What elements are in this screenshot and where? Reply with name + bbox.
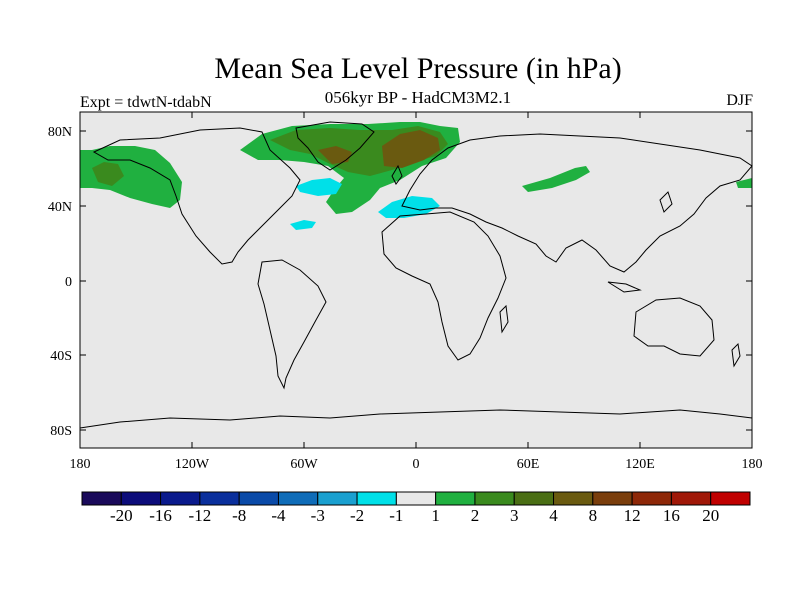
central-asia-positive [522, 166, 590, 192]
colorbar-label: -2 [349, 506, 365, 525]
colorbar-swatch [592, 491, 633, 506]
colorbar-swatch [553, 491, 594, 506]
north-america-coast [92, 127, 301, 265]
greenland-high [318, 146, 352, 164]
south-america-coast [257, 259, 327, 390]
colorbar-label: 4 [549, 506, 558, 525]
colorbar-label: -8 [232, 506, 247, 525]
colorbar-label: 3 [509, 506, 519, 525]
colorbar-swatch [631, 491, 672, 506]
colorbar-swatch [81, 491, 122, 506]
lon-tick-label: 0 [413, 457, 420, 472]
colorbar-swatch [474, 491, 515, 506]
anomaly-shading [80, 122, 752, 230]
lon-tick-label: 60E [517, 457, 540, 472]
lat-tick-label: 40S [50, 349, 72, 364]
lat-tick-label: 40N [48, 200, 72, 215]
colorbar-label: -1 [389, 506, 404, 525]
colorbar-swatch [710, 491, 751, 506]
colorbar-label: 1 [431, 506, 440, 525]
colorbar-label: -20 [109, 506, 133, 525]
colorbar-label: 8 [588, 506, 598, 525]
lon-tick-label: 120W [175, 457, 210, 472]
colorbar-label: -12 [188, 506, 212, 525]
colorbar-label: 2 [470, 506, 480, 525]
eurasia-coast [401, 133, 753, 273]
experiment-label: Expt = tdwtN-tdabN [80, 94, 212, 111]
lon-tick-label: 180 [742, 457, 763, 472]
colorbar-label: -16 [149, 506, 172, 525]
colorbar-swatch [435, 491, 476, 506]
colorbar-swatch [277, 491, 319, 506]
colorbar-swatch [317, 491, 358, 506]
coastlines [79, 121, 753, 429]
colorbar-swatch [395, 491, 437, 506]
japan-coast [659, 191, 673, 213]
colorbar-swatch [160, 491, 201, 506]
lat-tick-label: 0 [65, 275, 72, 290]
lon-tick-label: 120E [625, 457, 655, 472]
africa-coast [381, 211, 507, 361]
colorbar-swatch [356, 491, 397, 506]
dateline-positive [736, 178, 752, 188]
lat-tick-marks [80, 130, 752, 431]
season-label: DJF [726, 92, 753, 109]
north-pacific-positive [80, 146, 182, 208]
colorbar [81, 491, 751, 506]
lat-tick-label: 80S [50, 424, 72, 439]
map-subtitle: 056kyr BP - HadCM3M2.1 [324, 88, 512, 107]
australia-coast [633, 297, 715, 357]
colorbar-swatch [513, 491, 555, 506]
colorbar-label: -4 [271, 506, 286, 525]
colorbar-swatch [199, 491, 240, 506]
north-pacific-mid [92, 162, 124, 186]
greenland-coast [295, 121, 375, 171]
lon-tick-label: 180 [70, 457, 91, 472]
mediterranean-negative [378, 196, 440, 218]
colorbar-swatch [238, 491, 279, 506]
colorbar-swatch [670, 491, 712, 506]
lon-tick-label: 60W [290, 457, 318, 472]
new-zealand-coast [731, 342, 741, 368]
lat-tick-label: 80N [48, 125, 72, 140]
arctic-high [382, 130, 440, 168]
colorbar-label: 16 [662, 506, 680, 525]
atlantic-negative [296, 178, 342, 196]
british-isles-coast [391, 164, 403, 185]
colorbar-label: 20 [702, 506, 720, 525]
colorbar-label: 12 [623, 506, 641, 525]
subtropical-negative [290, 220, 316, 230]
colorbar-label: -3 [310, 506, 325, 525]
madagascar-coast [499, 304, 509, 334]
lon-tick-marks [191, 112, 641, 448]
colorbar-swatch [120, 491, 162, 506]
antarctica-coast [79, 409, 753, 429]
indonesia-coast [607, 281, 642, 293]
map-title: Mean Sea Level Pressure (in hPa) [214, 52, 622, 85]
